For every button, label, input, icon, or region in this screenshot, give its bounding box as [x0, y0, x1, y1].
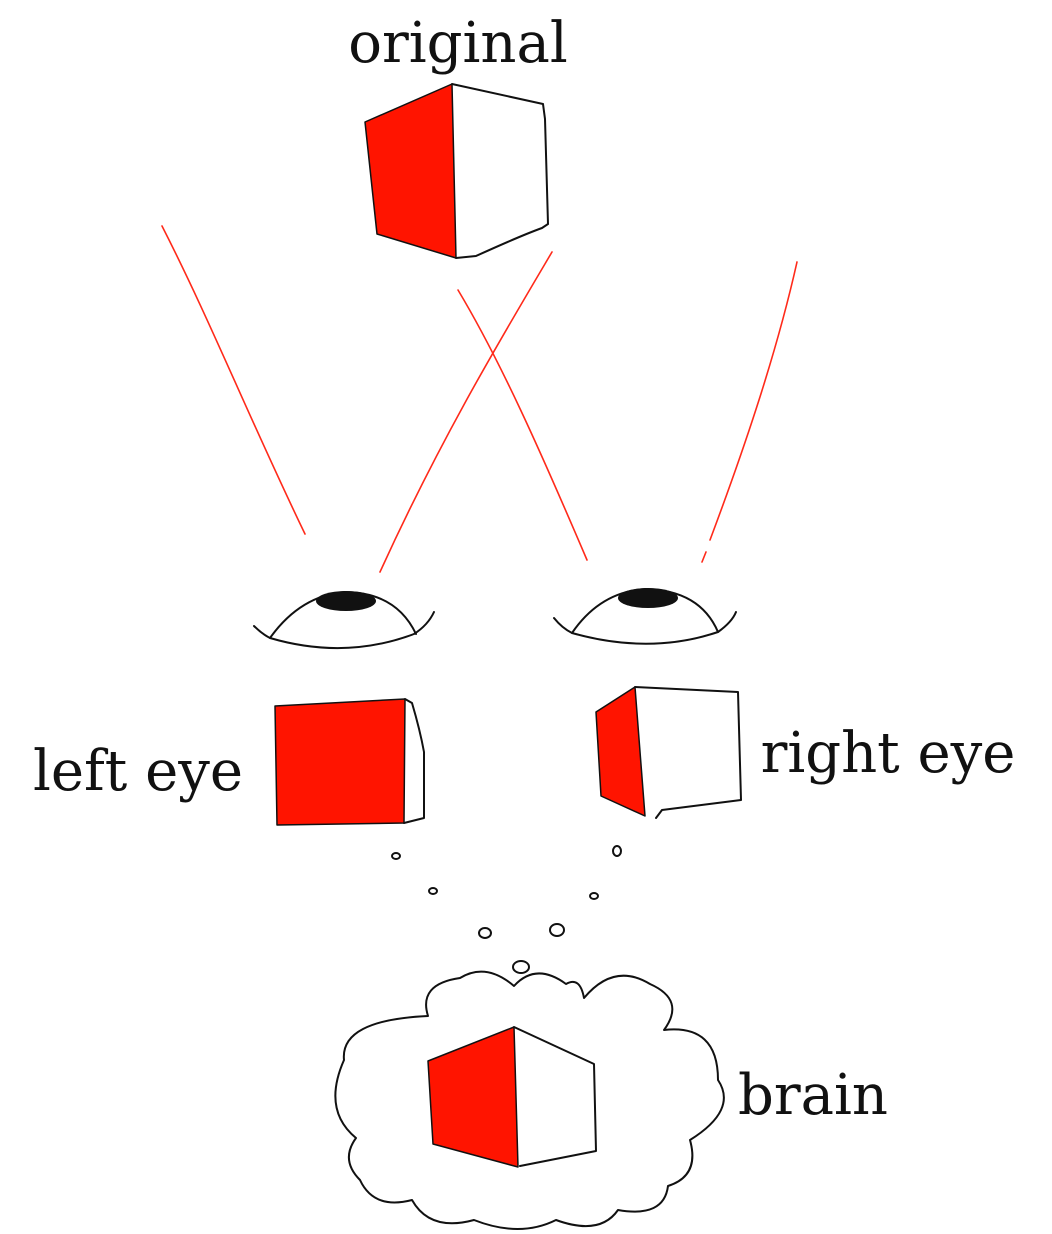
right-eye-pupil: [618, 588, 678, 608]
left-eye-lower-lid: [253, 611, 435, 650]
original-cube-outline: [451, 83, 549, 259]
ray-to-right-eye-cross: [457, 289, 588, 561]
brain-label: brain: [738, 1063, 888, 1128]
left-eye-cube-red-face: [274, 698, 406, 826]
right-eye-label: right eye: [761, 721, 1016, 786]
right-eye-cube-outline: [634, 686, 742, 819]
bubble-left-3: [478, 927, 492, 939]
right-eye-lower-lid: [553, 611, 737, 645]
bubble-right-1: [612, 845, 622, 857]
left-eye-label: left eye: [33, 739, 243, 804]
bubble-left-1: [391, 852, 401, 860]
bubble-center: [512, 960, 530, 974]
brain-cloud-outline: [334, 970, 725, 1230]
bubble-right-3: [549, 923, 565, 937]
brain-cube-outline: [513, 1026, 597, 1167]
right-eye-icon: [553, 588, 737, 645]
original-cube-icon: [364, 83, 549, 259]
left-eye-icon: [253, 591, 435, 650]
original-cube-red-face: [364, 83, 457, 259]
left-eye-cube-icon: [274, 698, 425, 826]
bubble-right-2: [589, 892, 599, 900]
left-eye-cube-outline: [403, 698, 425, 824]
brain-cube-red-face: [427, 1026, 519, 1168]
right-eye-cube-icon: [595, 686, 742, 819]
light-rays: [161, 225, 798, 573]
ray-left-outer: [161, 225, 306, 535]
thought-cloud-icon: [334, 970, 725, 1230]
original-label: original: [348, 11, 568, 76]
right-eye-cube-red-face: [595, 686, 646, 817]
thought-bubbles: [391, 845, 622, 974]
bubble-left-2: [428, 887, 438, 895]
ray-right-outer: [701, 261, 798, 563]
ray-to-left-eye-cross: [379, 251, 553, 573]
left-eye-pupil: [316, 591, 376, 611]
